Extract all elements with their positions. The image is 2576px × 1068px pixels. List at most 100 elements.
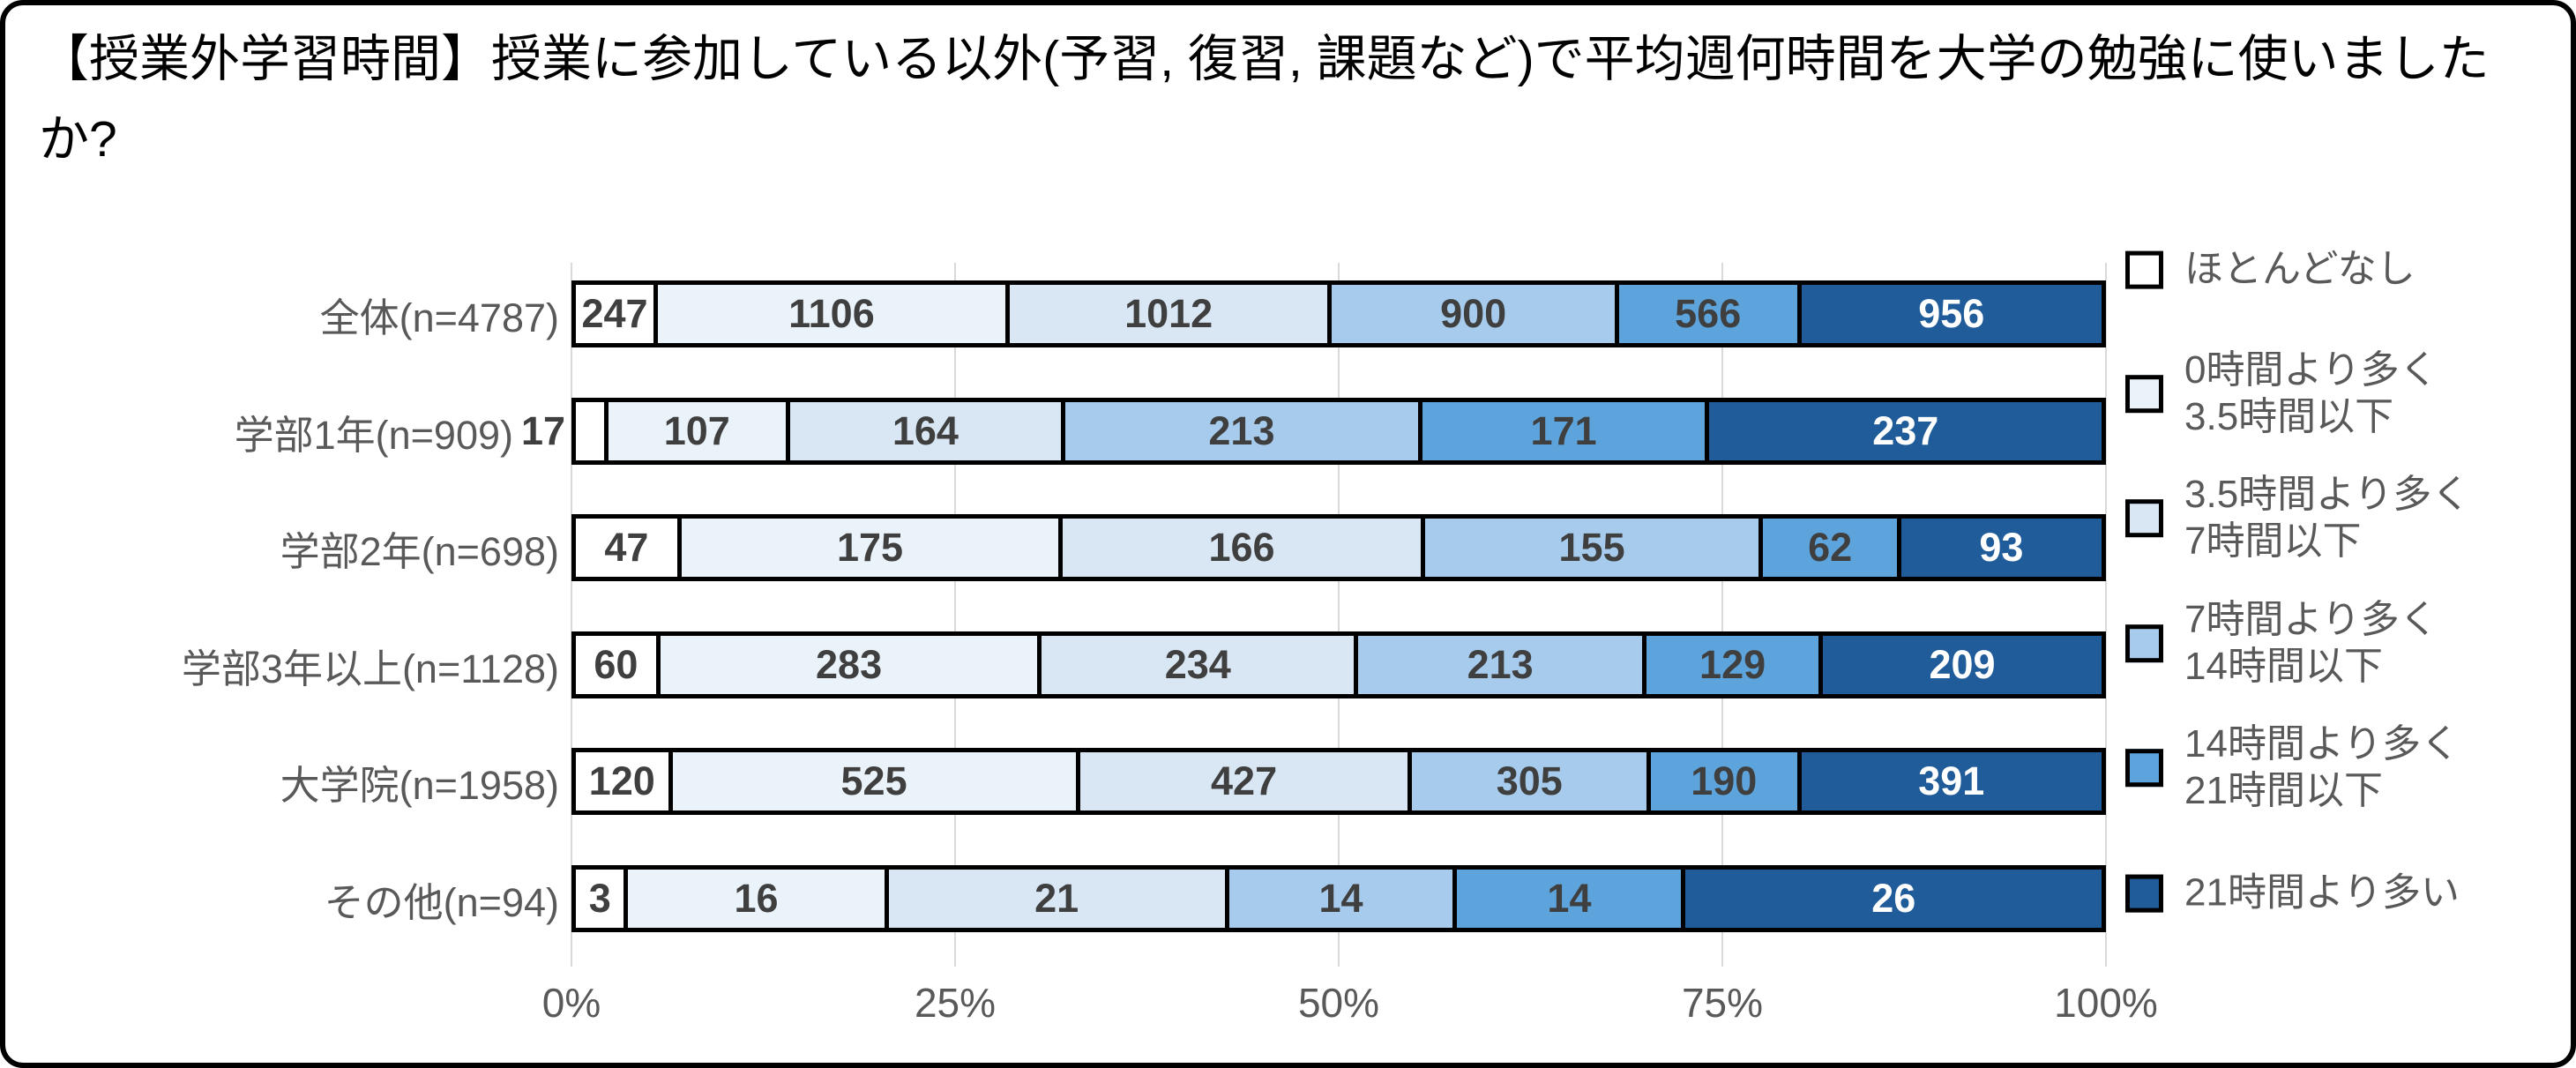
legend-item: 7時間より多く 14時間以下 — [2125, 597, 2438, 691]
bar-segment: 120 — [576, 752, 673, 810]
bar-row: 学部1年(n=909) 17 107 164 213 171 237 — [235, 398, 2106, 465]
bar-segment: 427 — [1079, 752, 1413, 810]
segment-value-label: 1106 — [788, 291, 875, 336]
segment-value-label: 213 — [1467, 642, 1534, 687]
segment-value-label: 427 — [1211, 758, 1278, 803]
bar-segment: 107 — [608, 402, 790, 460]
legend-label: 21時間より多い — [2184, 870, 2460, 915]
legend-label: 3.5時間より多く 7時間以下 — [2184, 473, 2471, 563]
bar-segment: 247 — [576, 285, 658, 343]
x-axis-tick-label: 75% — [1681, 980, 1764, 1026]
segment-value-label: 237 — [1872, 408, 1939, 453]
bar-segment: 237 — [1709, 402, 2102, 460]
legend-swatch-icon — [2125, 624, 2163, 663]
bar-segment: 60 — [576, 636, 661, 694]
category-label: その他(n=94) — [324, 879, 559, 925]
category-label: 学部3年以上(n=1128) — [181, 646, 559, 691]
bar-segment: 14 — [1457, 870, 1686, 928]
bar-row: 大学院(n=1958) 120 525 427 305 190 391 — [280, 748, 2106, 815]
bar-segment: 283 — [660, 636, 1042, 694]
segment-value-label: 234 — [1164, 642, 1231, 687]
segment-value-label: 566 — [1675, 291, 1742, 336]
segment-value-label: 14 — [1318, 876, 1363, 921]
bar-segment: 171 — [1422, 402, 1710, 460]
chart-title: 【授業外学習時間】授業に参加している以外(予習, 復習, 課題など)で平均週何時… — [39, 31, 2490, 168]
gridline — [1721, 263, 1723, 967]
segment-value-label: 47 — [604, 525, 649, 570]
bar-segment: 26 — [1685, 870, 2102, 928]
legend-item: 21時間より多い — [2125, 870, 2460, 917]
bar-segment: 166 — [1063, 519, 1425, 577]
bar-segment: 213 — [1065, 402, 1422, 460]
segment-value-label: 107 — [663, 408, 730, 453]
stacked-bar: 60 283 234 213 129 209 — [571, 631, 2106, 698]
category-label: 大学院(n=1958) — [280, 762, 559, 808]
bar-segment: 1106 — [657, 285, 1010, 343]
bar-segment: 93 — [1900, 519, 2102, 577]
bar-segment: 305 — [1412, 752, 1652, 810]
category-label: 学部2年(n=698) — [280, 528, 559, 574]
gridline — [571, 263, 572, 967]
gridline — [2105, 263, 2107, 967]
legend-label: ほとんどなし — [2184, 247, 2415, 291]
segment-value-label: 166 — [1208, 525, 1275, 570]
stacked-bar: 120 525 427 305 190 391 — [571, 748, 2106, 815]
plot-area: 全体(n=4787) 247 1106 1012 900 566 956 学部1年(n=909… — [182, 263, 2107, 967]
stacked-bar: 47 175 166 155 62 93 — [571, 514, 2106, 581]
segment-value-label: 16 — [734, 876, 779, 921]
segment-value-label: 900 — [1440, 291, 1507, 336]
segment-value-label: 391 — [1918, 758, 1985, 803]
bar-segment: 164 — [789, 402, 1066, 460]
segment-value-label: 305 — [1496, 758, 1563, 803]
segment-value-label: 26 — [1871, 876, 1916, 921]
legend-swatch-icon — [2125, 250, 2163, 289]
bar-segment: 956 — [1801, 285, 2102, 343]
legend-swatch-icon — [2125, 749, 2163, 788]
x-axis-tick-label: 50% — [1297, 980, 1380, 1026]
segment-value-label: 525 — [840, 758, 907, 803]
segment-value-label: 247 — [581, 291, 648, 336]
stacked-bar: 247 1106 1012 900 566 956 — [571, 280, 2106, 347]
bar-segment: 566 — [1618, 285, 1802, 343]
legend-label: 14時間より多く 21時間以下 — [2184, 722, 2460, 812]
x-axis-tick-label: 0% — [541, 980, 601, 1026]
segment-value-label: 171 — [1530, 408, 1597, 453]
segment-value-label: 120 — [588, 758, 655, 803]
bar-row: その他(n=94) 3 16 21 14 14 26 — [325, 865, 2106, 932]
bar-segment: 190 — [1651, 752, 1802, 810]
segment-value-label: 1012 — [1124, 291, 1213, 336]
segment-value-label: 14 — [1547, 876, 1592, 921]
segment-value-label: 190 — [1691, 758, 1758, 803]
bar-segment: 17 — [521, 402, 609, 460]
legend-item: ほとんどなし — [2125, 247, 2415, 294]
bar-segment: 213 — [1358, 636, 1647, 694]
legend-item: 3.5時間より多く 7時間以下 — [2125, 472, 2470, 565]
bar-segment: 47 — [576, 519, 682, 577]
bar-segment: 391 — [1801, 752, 2102, 810]
segment-value-label: 213 — [1208, 408, 1275, 453]
bar-segment: 1012 — [1009, 285, 1333, 343]
bar-segment: 155 — [1424, 519, 1764, 577]
segment-value-label: 21 — [1034, 876, 1079, 921]
stacked-bar: 17 107 164 213 171 237 — [521, 398, 2106, 465]
bar-row: 学部3年以上(n=1128) 60 283 234 213 129 209 — [182, 631, 2106, 698]
bar-row: 学部2年(n=698) 47 175 166 155 62 93 — [280, 514, 2106, 581]
legend-item: 14時間より多く 21時間以下 — [2125, 721, 2460, 815]
bar-segment: 209 — [1823, 636, 2102, 694]
x-axis-tick-label: 100% — [2054, 980, 2158, 1026]
legend-label: 0時間より多く 3.5時間以下 — [2184, 348, 2438, 438]
segment-value-label: 283 — [816, 642, 883, 687]
segment-value-label: 93 — [1979, 525, 2024, 570]
legend-item: 0時間より多く 3.5時間以下 — [2125, 347, 2438, 441]
bar-segment: 175 — [681, 519, 1064, 577]
stacked-bar: 3 16 21 14 14 26 — [571, 865, 2106, 932]
legend-label: 7時間より多く 14時間以下 — [2184, 598, 2438, 688]
segment-value-label: 62 — [1808, 525, 1853, 570]
bar-segment: 234 — [1042, 636, 1359, 694]
legend-swatch-icon — [2125, 874, 2163, 913]
category-label: 全体(n=4787) — [319, 295, 559, 340]
bar-segment: 62 — [1763, 519, 1901, 577]
bar-segment: 3 — [576, 870, 629, 928]
bar-segment: 21 — [888, 870, 1229, 928]
